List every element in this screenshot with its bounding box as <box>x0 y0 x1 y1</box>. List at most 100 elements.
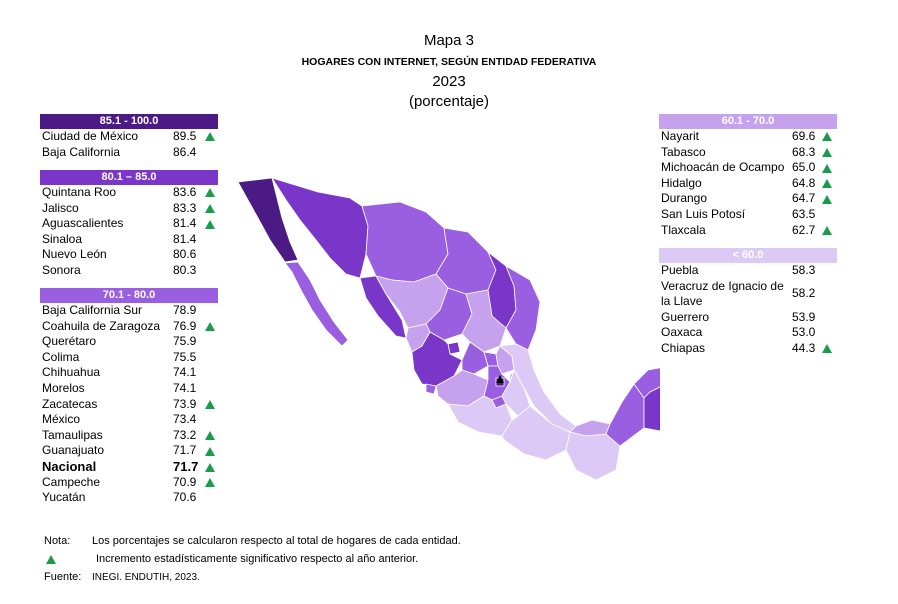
state-name: Nayarit <box>661 129 700 143</box>
legend-row: Zacatecas 73.9 <box>40 397 218 413</box>
state-name: Chihuahua <box>42 365 101 380</box>
increase-arrow-icon <box>822 341 832 357</box>
legend-row: Guerrero 53.9 <box>659 310 837 326</box>
state-jalisco <box>411 331 463 387</box>
state-name: Morelos <box>42 380 85 395</box>
legend-group-85-100: 85.1 - 100.0 Ciudad de México 89.5 Baja Ca… <box>40 114 218 160</box>
state-name: Zacatecas <box>42 396 98 411</box>
state-value: 80.6 <box>173 247 197 262</box>
state-name: Durango <box>661 191 708 206</box>
state-baja-california <box>237 177 299 263</box>
state-puebla <box>501 369 531 417</box>
state-name: Puebla <box>661 263 699 277</box>
state-value: 83.6 <box>173 185 197 199</box>
state-value: 75.5 <box>173 349 197 364</box>
legend-row: Tlaxcala 62.7 <box>659 223 837 239</box>
state-name: Querétaro <box>42 334 97 349</box>
state-value: 63.5 <box>792 206 816 221</box>
state-name: Tlaxcala <box>661 222 706 237</box>
legend-row: Chiapas 44.3 <box>659 341 837 357</box>
state-value: 53.0 <box>792 325 816 340</box>
state-name: Baja California Sur <box>42 303 143 317</box>
state-value: 80.3 <box>173 262 197 277</box>
legend-row: Nuevo León 80.6 <box>40 247 218 263</box>
state-name: Campeche <box>42 474 101 489</box>
state-name: San Luis Potosí <box>661 206 746 221</box>
state-guerrero <box>447 395 513 437</box>
state-name: Quintana Roo <box>42 185 117 199</box>
state-value: 74.1 <box>173 365 197 380</box>
state-name: Ciudad de México <box>42 129 139 143</box>
legend-row: Tamaulipas 73.2 <box>40 428 218 444</box>
legend-row: Morelos 74.1 <box>40 381 218 397</box>
arrow-legend-icon <box>46 553 56 565</box>
state-value: 75.9 <box>173 334 197 349</box>
nota-text: Los porcentajes se calcularon respecto a… <box>92 535 461 547</box>
state-name: Yucatán <box>42 490 86 505</box>
state-value: 76.9 <box>173 318 197 333</box>
legend-range-header: < 60.0 <box>659 248 837 263</box>
state-value: 58.2 <box>792 285 816 300</box>
legend-row: Sinaloa 81.4 <box>40 232 218 248</box>
state-value: 71.7 <box>173 458 199 474</box>
increase-arrow-icon <box>822 160 832 176</box>
increase-arrow-icon <box>205 185 215 201</box>
cdmx-increase-marker <box>496 375 504 383</box>
fuente-text: INEGI. ENDUTIH, 2023. <box>92 572 200 583</box>
state-name: Michoacán de Ocampo <box>661 160 785 175</box>
fuente-label: Fuente: <box>44 571 82 583</box>
increase-arrow-icon <box>205 397 215 413</box>
state-value: 73.9 <box>173 396 197 411</box>
legend-group-70-80: 70.1 - 80.0 Baja California Sur 78.9 Coahu… <box>40 288 218 506</box>
legend-row: San Luis Potosí 63.5 <box>659 207 837 223</box>
state-value: 73.2 <box>173 427 197 442</box>
state-value: 64.8 <box>792 175 816 190</box>
state-value: 68.3 <box>792 144 816 159</box>
state-campeche <box>605 383 645 447</box>
legend-row: Veracruz de Ignacio de la Llave 58.2 <box>659 279 837 310</box>
state-value: 78.9 <box>173 303 197 317</box>
state-name: Coahuila de Zaragoza <box>42 318 161 333</box>
legend-row: Nacional 71.7 <box>40 459 218 475</box>
legend-row: Guanajuato 71.7 <box>40 443 218 459</box>
increase-arrow-icon <box>205 216 215 232</box>
legend-row: Nayarit 69.6 <box>659 129 837 145</box>
state-baja-california-sur <box>284 261 349 347</box>
map-unit: (porcentaje) <box>408 93 490 110</box>
state-value: 44.3 <box>792 340 816 355</box>
state-name: México <box>42 412 81 427</box>
state-name: Colima <box>42 349 80 364</box>
legend-range-header: 85.1 - 100.0 <box>40 114 218 129</box>
legend-row: Hidalgo 64.8 <box>659 176 837 192</box>
state-chiapas <box>565 431 621 481</box>
increase-arrow-icon <box>822 145 832 161</box>
map-year: 2023 <box>432 73 466 90</box>
state-name: Aguascalientes <box>42 216 124 231</box>
legend-range-header: 80.1 – 85.0 <box>40 170 218 185</box>
increase-arrow-icon <box>822 176 832 192</box>
legend-row: Sonora 80.3 <box>40 263 218 279</box>
state-value: 81.4 <box>173 216 197 231</box>
state-value: 70.6 <box>173 490 197 505</box>
state-name: Baja California <box>42 144 121 159</box>
legend-row: Quintana Roo 83.6 <box>40 185 218 201</box>
mexico-choropleth-map <box>237 177 660 481</box>
legend-range-header: 70.1 - 80.0 <box>40 288 218 303</box>
increase-arrow-icon <box>205 129 215 145</box>
increase-arrow-icon <box>205 428 215 444</box>
map-title: HOGARES CON INTERNET, SEGÚN ENTIDAD FEDE… <box>301 56 597 68</box>
state-value: 81.4 <box>173 231 197 246</box>
increase-arrow-icon <box>822 129 832 145</box>
state-value: 62.7 <box>792 222 816 237</box>
state-value: 58.3 <box>792 263 816 277</box>
state-san-luis-potosi <box>461 289 507 353</box>
state-name: Hidalgo <box>661 175 702 190</box>
legend-row: Ciudad de México 89.5 <box>40 129 218 145</box>
state-value: 86.4 <box>173 144 197 159</box>
legend-row: Tabasco 68.3 <box>659 145 837 161</box>
legend-row: Oaxaca 53.0 <box>659 325 837 341</box>
state-name: Guerrero <box>661 309 710 324</box>
state-value: 89.5 <box>173 129 197 143</box>
legend-row: Campeche 70.9 <box>40 475 218 491</box>
legend-row: Yucatán 70.6 <box>40 490 218 506</box>
